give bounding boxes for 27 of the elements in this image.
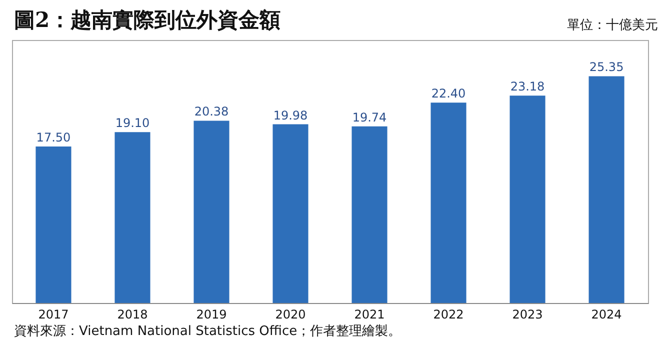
data-label: 22.40	[431, 86, 466, 101]
bar	[510, 96, 546, 303]
x-tick-label: 2022	[433, 308, 464, 322]
bar	[352, 126, 388, 303]
x-tick-label: 2020	[275, 308, 306, 322]
data-label: 19.74	[352, 110, 387, 124]
bar	[588, 76, 624, 303]
x-tick-label: 2017	[38, 308, 69, 322]
x-tick-label: 2021	[354, 308, 385, 322]
bar	[430, 102, 466, 303]
x-tick-label: 2019	[196, 308, 227, 322]
data-label: 23.18	[510, 80, 545, 94]
bar	[114, 132, 150, 303]
data-label: 19.98	[273, 108, 308, 122]
data-label: 20.38	[194, 104, 229, 119]
x-tick-label: 2018	[117, 308, 148, 322]
bar	[272, 124, 308, 303]
bar	[194, 120, 230, 303]
source-note: 資料來源：Vietnam National Statistics Office；作者整理繪製。	[14, 323, 402, 340]
x-tick-label: 2023	[512, 308, 543, 322]
text: 單位：十億美元	[567, 17, 658, 34]
x-tick-label: 2024	[591, 308, 622, 322]
data-label: 17.50	[36, 130, 71, 144]
data-label: 19.10	[115, 116, 150, 130]
chart-title: 圖2：越南實際到位外資金額	[14, 6, 281, 34]
data-label: 25.35	[589, 60, 624, 74]
bar	[36, 146, 72, 303]
